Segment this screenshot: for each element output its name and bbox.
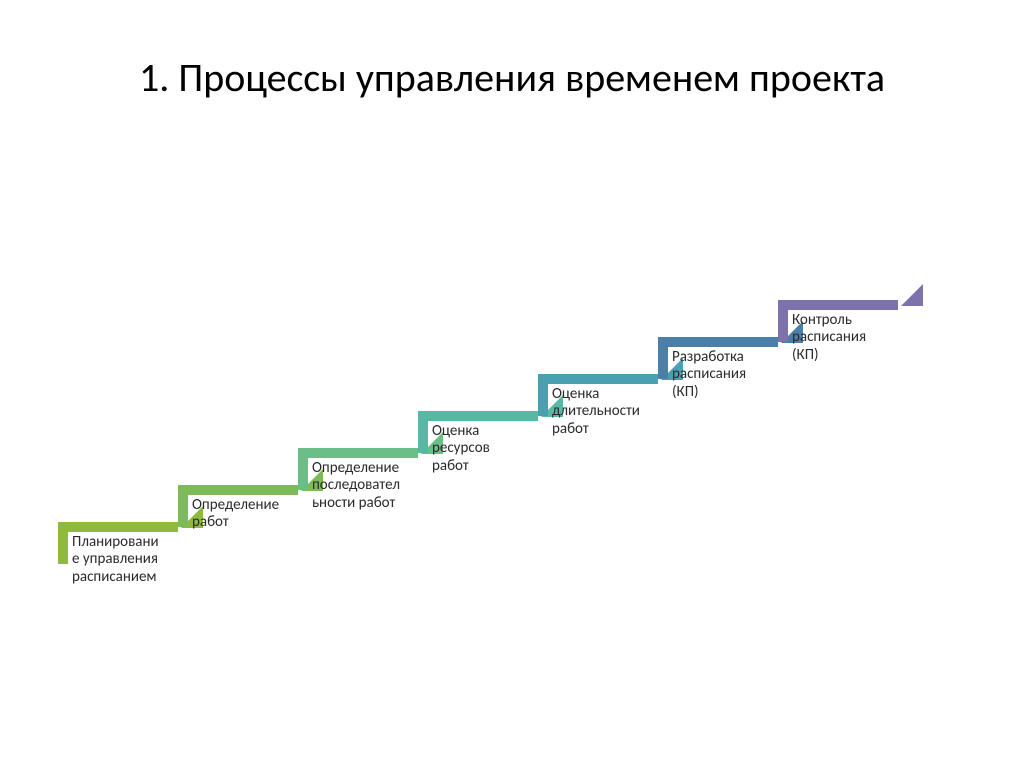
step-label: Оценка длительности работ: [552, 386, 642, 438]
step-arrow-icon: [901, 284, 923, 306]
step-label: Оценка ресурсов работ: [432, 423, 522, 475]
step-label: Разработка расписания (КП): [672, 349, 762, 401]
step-label: Определение последовательности работ: [312, 460, 402, 512]
step-label: Контроль расписания (КП): [792, 312, 882, 364]
slide-title: 1. Процессы управления временем проекта: [0, 55, 1024, 101]
step-label: Планирование управления расписанием: [72, 534, 162, 586]
step-label: Определение работ: [192, 497, 282, 532]
